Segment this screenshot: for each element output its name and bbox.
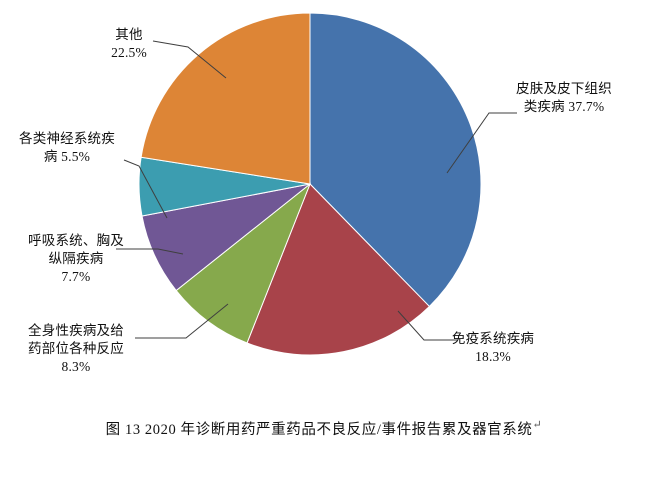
figure-caption-text: 图 13 2020 年诊断用药严重药品不良反应/事件报告累及器官系统 — [105, 422, 533, 438]
pie-chart: 皮肤及皮下组织 类疾病 37.7% 免疫系统疾病 18.3% 全身性疾病及给 药… — [19, 12, 612, 374]
pie-label-nervous: 各类神经系统疾 病 5.5% — [19, 131, 115, 164]
leader-line-respiratory — [116, 248, 184, 255]
figure-caption: 图 13 2020 年诊断用药严重药品不良反应/事件报告累及器官系统↵ — [0, 418, 648, 439]
pie-chart-svg — [116, 12, 517, 356]
pie-label-immune: 免疫系统疾病 18.3% — [451, 331, 535, 364]
paragraph-mark-icon: ↵ — [532, 419, 543, 432]
pie-slice-systemic[interactable] — [175, 182, 312, 344]
leader-line-other — [152, 40, 227, 79]
leader-line-skin — [446, 112, 517, 174]
pie-slices — [138, 12, 482, 356]
pie-slice-other[interactable] — [140, 12, 311, 185]
pie-slice-immune[interactable] — [246, 183, 431, 356]
pie-label-respiratory: 呼吸系统、胸及 纵隔疾病 7.7% — [28, 233, 124, 284]
pie-label-systemic: 全身性疾病及给 药部位各种反应 8.3% — [28, 323, 124, 374]
leader-line-nervous — [123, 159, 168, 219]
pie-slice-skin[interactable] — [309, 12, 482, 308]
leader-line-systemic — [135, 303, 229, 339]
pie-label-skin: 皮肤及皮下组织 类疾病 37.7% — [516, 81, 612, 114]
leader-line-immune — [397, 310, 457, 341]
pie-label-other: 其他 22.5% — [111, 27, 147, 60]
leader-lines — [116, 40, 517, 341]
